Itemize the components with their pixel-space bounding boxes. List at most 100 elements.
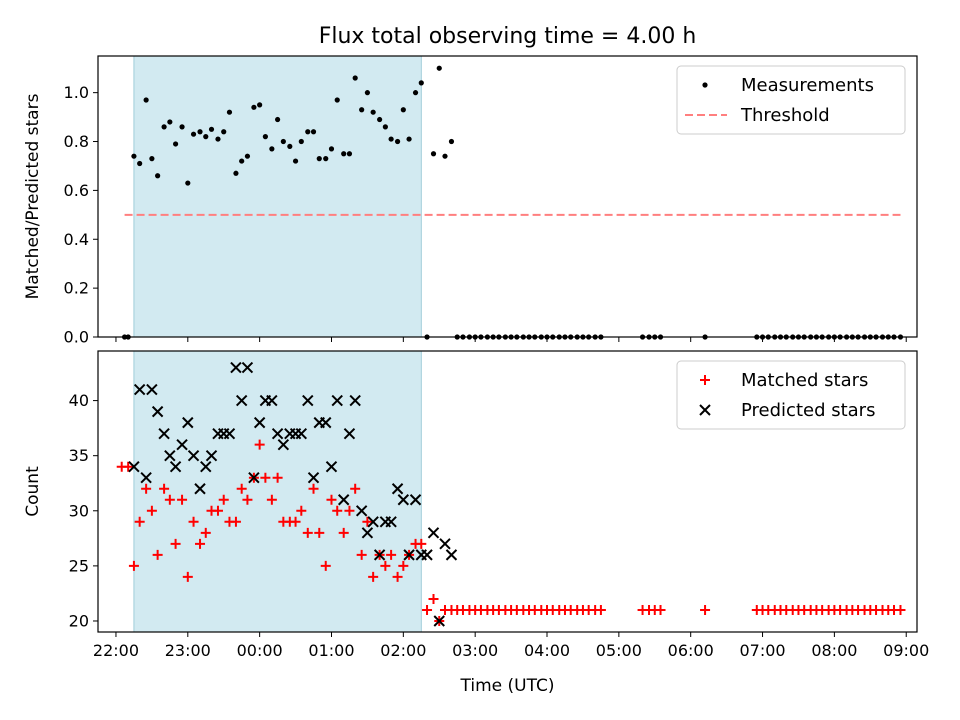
legend-label: Predicted stars: [741, 400, 875, 421]
y-tick-label: 1.0: [64, 83, 89, 102]
y-tick-label: 20: [69, 611, 89, 630]
x-tick-label: 06:00: [668, 641, 714, 660]
matched-star-point: [218, 494, 229, 505]
legend-box: [676, 360, 906, 430]
matched-star-point: [314, 527, 325, 538]
predicted-star-point: [421, 549, 433, 561]
measurement-point: [137, 160, 143, 167]
y-tick-label: 35: [69, 446, 89, 465]
observing-span-shade: [133, 55, 422, 338]
x-tick-label: 08:00: [811, 641, 857, 660]
y-tick-label: 0.0: [64, 328, 89, 347]
matched-star-point: [392, 571, 403, 582]
legend-label: Threshold: [740, 105, 830, 126]
legend-predicted-swatch: [699, 404, 711, 416]
measurement-point: [233, 170, 239, 176]
matched-star-point: [200, 527, 211, 538]
predicted-star-point: [307, 472, 320, 484]
predicted-star-point: [230, 361, 242, 374]
predicted-star-point: [433, 615, 445, 627]
predicted-star-point: [445, 549, 458, 561]
matched-star-point: [368, 571, 379, 582]
matched-star-point: [152, 549, 163, 560]
measurement-point: [406, 136, 412, 142]
measurement-point: [442, 153, 448, 159]
predicted-star-point: [140, 472, 152, 484]
measurement-point: [382, 124, 388, 130]
matched-star-point: [302, 527, 313, 538]
measurement-point: [275, 116, 281, 123]
matched-star-point: [655, 604, 666, 615]
y-axis-label: Matched/Predicted stars: [23, 93, 43, 299]
matched-star-point: [338, 527, 349, 538]
matched-star-point: [700, 604, 711, 615]
predicted-star-point: [253, 416, 266, 429]
predicted-star-point: [397, 494, 410, 506]
predicted-star-point: [151, 405, 164, 418]
y-tick-label: 0.2: [64, 279, 89, 298]
predicted-star-point: [439, 538, 451, 550]
matched-star-point: [260, 472, 271, 483]
measurement-point: [190, 131, 197, 137]
measurement-point: [328, 146, 335, 152]
observing-span-shade: [133, 350, 422, 633]
matched-star-point: [398, 560, 409, 571]
predicted-star-point: [409, 494, 422, 506]
measurement-point: [215, 136, 221, 142]
predicted-star-point: [295, 427, 308, 440]
matched-star-point: [320, 560, 331, 571]
predicted-star-point: [302, 394, 314, 407]
legend-label: Matched stars: [741, 370, 868, 391]
measurement-point: [172, 141, 179, 147]
predicted-star-point: [194, 483, 206, 495]
measurement-point: [370, 109, 376, 115]
predicted-star-point: [164, 449, 176, 462]
matched-star-point: [146, 505, 157, 516]
measurement-point: [418, 80, 424, 86]
matched-star-point: [182, 571, 193, 582]
predicted-star-point: [277, 438, 290, 451]
measurement-point: [305, 129, 311, 135]
measurement-point: [287, 143, 293, 150]
matched-star-point: [332, 505, 343, 516]
predicted-star-point: [158, 427, 170, 440]
measurement-point: [197, 129, 203, 135]
axes-frame: [97, 55, 918, 338]
matched-star-point: [272, 472, 283, 483]
predicted-star-point: [271, 427, 284, 440]
x-axis-label: Time (UTC): [460, 676, 555, 696]
measurement-point: [161, 124, 167, 130]
y-tick-label: 30: [69, 501, 89, 520]
y-tick-label: 0.6: [64, 181, 89, 200]
predicted-star-point: [320, 416, 332, 429]
x-tick-label: 03:00: [452, 641, 498, 660]
legend: Measurements Threshold: [676, 65, 906, 135]
predicted-star-point: [367, 516, 379, 528]
measurement-point: [448, 138, 455, 145]
predicted-star-point: [176, 438, 188, 451]
matched-star-point: [177, 494, 188, 505]
x-tick-label: 05:00: [596, 641, 642, 660]
legend-matched-swatch: [700, 375, 710, 385]
x-tick-label: 02:00: [380, 641, 426, 660]
matched-star-point: [159, 483, 170, 494]
measurement-point: [388, 136, 394, 142]
measurement-point: [359, 107, 365, 113]
measurement-point: [316, 156, 322, 162]
measurement-point: [208, 126, 215, 132]
predicted-star-point: [266, 394, 278, 407]
matched-star-point: [356, 549, 367, 560]
measurement-point: [310, 129, 317, 135]
y-tick-label: 0.4: [64, 230, 89, 249]
measurement-point: [394, 138, 401, 145]
predicted-star-point: [241, 361, 254, 374]
measurement-point: [323, 156, 329, 162]
matched-star-point: [123, 461, 134, 472]
matched-star-point: [296, 505, 307, 516]
predicted-star-point: [373, 549, 386, 561]
matched-star-point: [128, 560, 139, 571]
axes-frame: [97, 350, 918, 633]
matched-star-point: [212, 505, 223, 516]
matched-star-point: [416, 538, 427, 549]
